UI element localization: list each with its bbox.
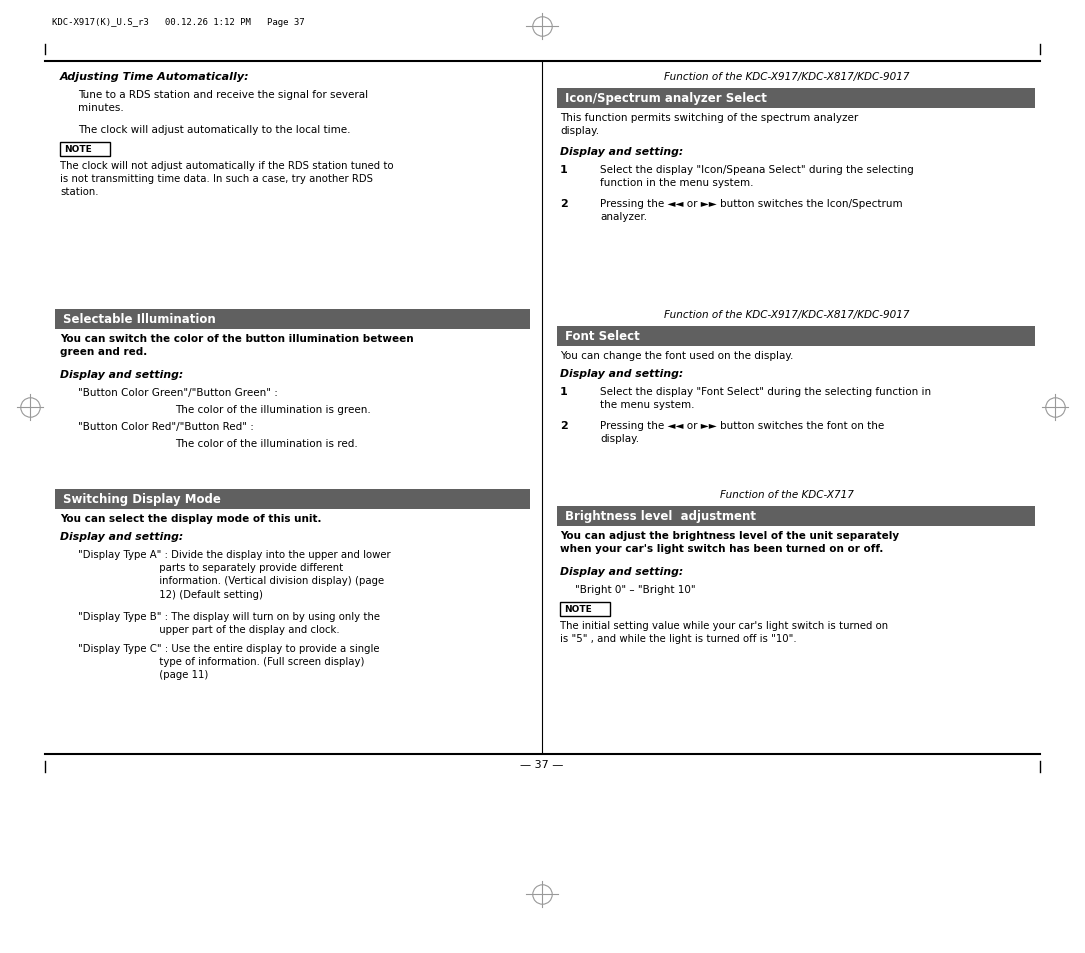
Text: NOTE: NOTE [564, 604, 591, 614]
Text: Function of the KDC-X917/KDC-X817/KDC-9017: Function of the KDC-X917/KDC-X817/KDC-90… [664, 71, 909, 82]
Bar [557, 89, 1035, 109]
Text: Font Select: Font Select [565, 330, 640, 343]
Text: 2: 2 [560, 199, 567, 209]
Text: Pressing the ◄◄ or ►► button switches the font on the
display.: Pressing the ◄◄ or ►► button switches th… [600, 420, 884, 444]
Text: NOTE: NOTE [64, 145, 92, 153]
Bar [557, 506, 1035, 526]
Text: "Bright 0" – "Bright 10": "Bright 0" – "Bright 10" [575, 584, 695, 595]
Text: The color of the illumination is red.: The color of the illumination is red. [175, 438, 358, 449]
Text: You can select the display mode of this unit.: You can select the display mode of this … [60, 514, 321, 523]
Text: The color of the illumination is green.: The color of the illumination is green. [175, 405, 371, 415]
Text: This function permits switching of the spectrum analyzer
display.: This function permits switching of the s… [560, 112, 858, 136]
Bar [560, 602, 610, 617]
Text: Display and setting:: Display and setting: [560, 369, 684, 378]
Text: You can adjust the brightness level of the unit separately
when your car's light: You can adjust the brightness level of t… [560, 531, 899, 554]
Text: KDC-X917(K)_U.S_r3   00.12.26 1:12 PM   Page 37: KDC-X917(K)_U.S_r3 00.12.26 1:12 PM Page… [52, 18, 305, 27]
Text: — 37 —: — 37 — [521, 760, 564, 769]
Text: You can switch the color of the button illumination between
green and red.: You can switch the color of the button i… [60, 334, 413, 356]
Text: Select the display "Font Select" during the selecting function in
the menu syste: Select the display "Font Select" during … [600, 387, 931, 410]
Text: Icon/Spectrum analyzer Select: Icon/Spectrum analyzer Select [565, 91, 767, 105]
Text: Function of the KDC-X717: Function of the KDC-X717 [720, 490, 854, 499]
Text: "Button Color Red"/"Button Red" :: "Button Color Red"/"Button Red" : [78, 421, 254, 432]
Text: "Display Type A" : Divide the display into the upper and lower
                 : "Display Type A" : Divide the display in… [78, 550, 391, 599]
Text: 1: 1 [560, 387, 567, 396]
Text: Switching Display Mode: Switching Display Mode [63, 493, 221, 505]
Text: Display and setting:: Display and setting: [60, 532, 183, 541]
Bar [55, 310, 529, 330]
Text: Select the display "Icon/Speana Select" during the selecting
function in the men: Select the display "Icon/Speana Select" … [600, 165, 914, 188]
Text: Display and setting:: Display and setting: [560, 566, 684, 577]
Text: Brightness level  adjustment: Brightness level adjustment [565, 510, 756, 522]
Text: Display and setting:: Display and setting: [560, 147, 684, 157]
Text: The clock will not adjust automatically if the RDS station tuned to
is not trans: The clock will not adjust automatically … [60, 161, 394, 197]
Text: Selectable Illumination: Selectable Illumination [63, 313, 216, 326]
Text: The clock will adjust automatically to the local time.: The clock will adjust automatically to t… [78, 125, 350, 135]
Text: "Button Color Green"/"Button Green" :: "Button Color Green"/"Button Green" : [78, 388, 278, 397]
Text: Adjusting Time Automatically:: Adjusting Time Automatically: [60, 71, 250, 82]
Text: "Display Type B" : The display will turn on by using only the
                  : "Display Type B" : The display will turn… [78, 612, 380, 635]
Text: "Display Type C" : Use the entire display to provide a single
                  : "Display Type C" : Use the entire displa… [78, 643, 380, 679]
Text: Function of the KDC-X917/KDC-X817/KDC-9017: Function of the KDC-X917/KDC-X817/KDC-90… [664, 310, 909, 319]
Text: 2: 2 [560, 420, 567, 431]
Text: Tune to a RDS station and receive the signal for several
minutes.: Tune to a RDS station and receive the si… [78, 90, 368, 113]
Text: The initial setting value while your car's light switch is turned on
is "5" , an: The initial setting value while your car… [560, 620, 889, 643]
Text: 1: 1 [560, 165, 567, 174]
Bar [60, 143, 110, 157]
Text: Display and setting:: Display and setting: [60, 370, 183, 379]
Text: You can change the font used on the display.: You can change the font used on the disp… [560, 351, 793, 360]
Bar [55, 490, 529, 510]
Bar [557, 327, 1035, 347]
Text: Pressing the ◄◄ or ►► button switches the Icon/Spectrum
analyzer.: Pressing the ◄◄ or ►► button switches th… [600, 199, 903, 222]
